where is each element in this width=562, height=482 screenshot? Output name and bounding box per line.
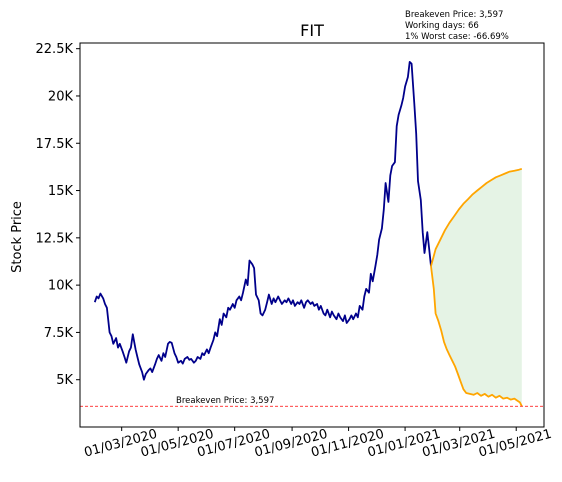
y-tick-label: 5K	[56, 373, 73, 388]
y-tick-label: 12.5K	[36, 231, 74, 246]
annotation-worst-case: 1% Worst case: -66.69%	[405, 32, 509, 42]
chart-title: FIT	[300, 21, 324, 40]
plot-layer: Breakeven Price: 3,597	[80, 61, 544, 407]
y-tick-label: 10K	[48, 279, 74, 294]
plot-frame	[79, 42, 545, 428]
annotation-working-days: Working days: 66	[405, 21, 479, 31]
y-tick-label: 7.5K	[44, 326, 74, 341]
series-line-history	[93, 61, 432, 381]
annotation-breakeven-price: Breakeven Price: 3,597	[405, 10, 503, 20]
y-tick-label: 17.5K	[36, 137, 74, 152]
y-tick-label: 20K	[48, 89, 74, 104]
y-tick-label: 15K	[48, 184, 74, 199]
breakeven-line-label: Breakeven Price: 3,597	[176, 396, 274, 406]
series-line-forecast_upper	[430, 167, 523, 267]
y-axis-label: Stock Price	[10, 201, 25, 273]
axes-layer: 5K7.5K10K12.5K15K17.5K20K22.5K01/03/2020…	[36, 42, 554, 460]
series-line-forecast_lower	[430, 266, 523, 407]
forecast-band	[431, 168, 522, 407]
y-tick-label: 22.5K	[36, 42, 74, 57]
